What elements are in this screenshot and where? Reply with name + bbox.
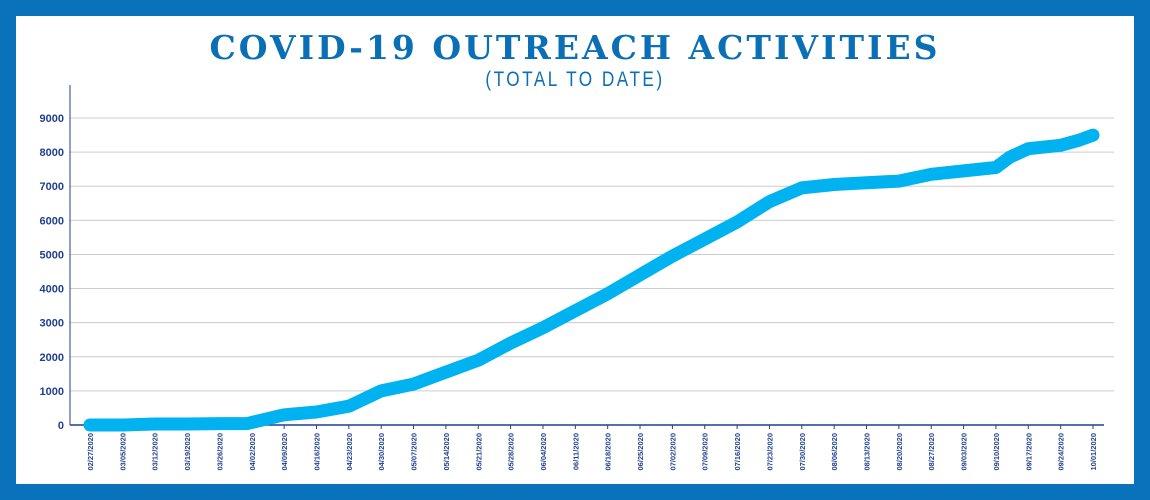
chart-subtitle: (TOTAL TO DATE) <box>485 68 665 91</box>
grid-lines <box>70 117 1114 392</box>
y-tick-label: 4000 <box>40 284 64 296</box>
x-tick-label: 09/03/2020 <box>960 433 969 471</box>
y-tick-label: 7000 <box>40 181 64 193</box>
x-tick-label: 09/10/2020 <box>992 433 1001 471</box>
x-tick-label: 08/20/2020 <box>895 433 904 471</box>
x-tick-label: 04/16/2020 <box>312 433 321 471</box>
x-tick-label: 04/09/2020 <box>280 433 289 471</box>
x-tick-label: 02/27/2020 <box>86 433 95 471</box>
x-tick-label: 06/25/2020 <box>636 433 645 471</box>
x-tick-label: 05/28/2020 <box>507 433 516 471</box>
y-tick-label: 0 <box>58 420 64 432</box>
x-tick-label: 07/16/2020 <box>733 433 742 471</box>
x-tick-label: 09/24/2020 <box>1057 433 1066 471</box>
x-tick-label: 03/26/2020 <box>215 433 224 471</box>
y-tick-label: 9000 <box>40 113 64 125</box>
x-tick-label: 06/18/2020 <box>604 433 613 471</box>
x-tick-label: 06/04/2020 <box>539 433 548 471</box>
x-tick-label: 07/30/2020 <box>798 433 807 471</box>
x-tick-label: 07/09/2020 <box>701 433 710 471</box>
x-tick-label: 03/19/2020 <box>183 433 192 471</box>
y-tick-label: 6000 <box>40 215 64 227</box>
x-tick-label: 04/23/2020 <box>345 433 354 471</box>
y-tick-label: 8000 <box>40 147 64 159</box>
x-tick-label: 08/27/2020 <box>927 433 936 471</box>
x-tick-label: 08/13/2020 <box>863 433 872 471</box>
x-tick-label: 08/06/2020 <box>830 433 839 471</box>
y-tick-labels: 0 1000 2000 3000 4000 5000 6000 7000 8000 9000 <box>40 113 64 432</box>
x-tick-label: 07/23/2020 <box>765 433 774 471</box>
chart-title: COVID-19 OUTREACH ACTIVITIES <box>209 28 941 67</box>
axes <box>69 85 1104 426</box>
x-tick-label: 04/30/2020 <box>377 433 386 471</box>
x-tick-label: 05/14/2020 <box>442 433 451 471</box>
y-tick-label: 2000 <box>40 352 64 364</box>
x-tick-label: 06/11/2020 <box>571 433 580 470</box>
x-tick-label: 07/02/2020 <box>668 433 677 471</box>
x-tick-label: 03/05/2020 <box>118 433 127 471</box>
y-tick-label: 3000 <box>40 318 64 330</box>
series-layer <box>83 128 1100 432</box>
chart-frame <box>16 16 1134 484</box>
x-tick-label: 05/07/2020 <box>410 433 419 471</box>
x-tick-label: 09/17/2020 <box>1024 433 1033 471</box>
x-tick-label: 05/21/2020 <box>474 433 483 471</box>
x-tick-label: 10/01/2020 <box>1089 433 1098 471</box>
y-tick-label: 5000 <box>40 249 64 261</box>
x-tick-label: 04/02/2020 <box>248 433 257 471</box>
x-tick-label: 03/12/2020 <box>151 433 160 471</box>
series-line <box>83 128 1100 432</box>
x-tick-labels: 02/27/2020 03/05/2020 03/12/2020 03/19/2020… <box>86 425 1098 471</box>
y-tick-label: 1000 <box>40 386 64 398</box>
